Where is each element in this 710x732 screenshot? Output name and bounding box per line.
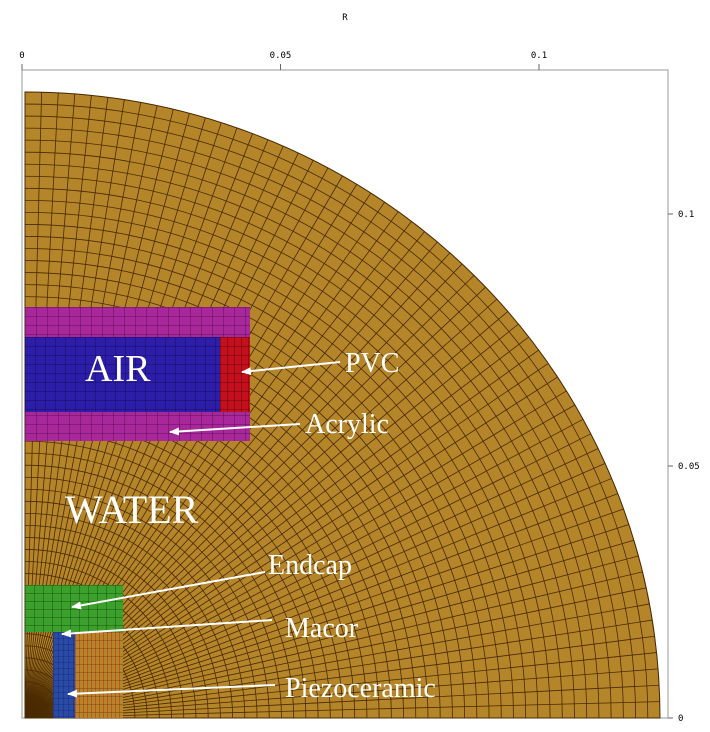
top-tick-label: 0.05 (270, 51, 292, 61)
axis-title: R (342, 13, 348, 23)
acrylic-label: Acrylic (305, 409, 389, 440)
air-label: AIR (85, 348, 151, 390)
piezoceramic-label: Piezoceramic (285, 673, 436, 704)
macor-label: Macor (285, 613, 359, 644)
right-tick-label: 0.05 (678, 462, 700, 472)
right-tick-label: 0 (678, 714, 683, 724)
top-tick-label: 0.1 (531, 51, 547, 61)
endcap-region (25, 585, 123, 632)
piezoceramic-region (53, 632, 75, 718)
right-tick-label: 0.1 (678, 210, 694, 220)
top-tick-label: 0 (19, 51, 24, 61)
macor-region (75, 632, 123, 718)
pvc-label: PVC (345, 348, 399, 379)
mesh-figure: R AIR PVC Acrylic WATER Endcap Macor Pie… (0, 0, 710, 732)
endcap-label: Endcap (268, 550, 352, 581)
water-label: WATER (65, 487, 199, 532)
pvc-region (220, 337, 250, 412)
